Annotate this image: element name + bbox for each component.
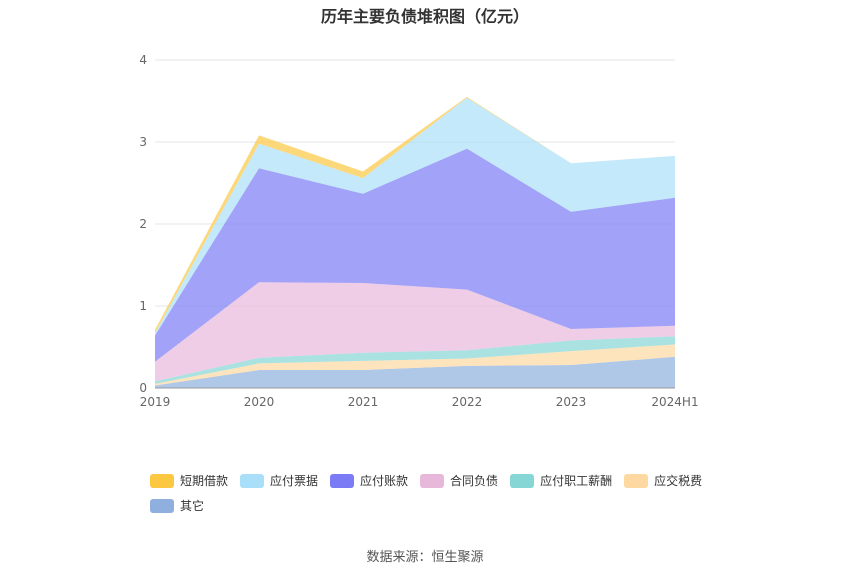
y-tick-label: 1 xyxy=(139,299,147,313)
legend-label: 其它 xyxy=(180,499,205,513)
y-tick-label: 2 xyxy=(139,217,147,231)
axes: 0 1 2 3 4 2019 2020 2021 2022 2023 2024H1 xyxy=(139,53,698,409)
x-tick-label: 2020 xyxy=(244,395,275,409)
x-tick-label: 2023 xyxy=(556,395,587,409)
legend-item[interactable]: 应付账款 xyxy=(330,472,408,489)
y-tick-label: 3 xyxy=(139,135,147,149)
area-series-合同负债 xyxy=(155,282,675,382)
legend-swatch xyxy=(240,473,265,488)
legend-label: 应付账款 xyxy=(360,474,409,488)
legend-item[interactable]: 其它 xyxy=(150,497,204,514)
legend-swatch xyxy=(150,498,174,513)
y-tick-label: 0 xyxy=(139,381,147,395)
area-series-应付账款 xyxy=(155,148,675,362)
legend-label: 应付职工薪酬 xyxy=(540,474,613,488)
x-tick-label: 2022 xyxy=(452,395,483,409)
legend-item[interactable]: 应交税费 xyxy=(624,472,702,489)
source-note: 数据来源：恒生聚源 xyxy=(366,550,484,565)
chart-plot: 0 1 2 3 4 2019 2020 2021 2022 2023 2024H1 xyxy=(139,53,698,409)
area-series-应付职工薪酬 xyxy=(155,336,675,384)
x-tick-label: 2019 xyxy=(140,395,171,409)
x-tick-label: 2021 xyxy=(348,395,379,409)
area-series-应付票据 xyxy=(155,97,675,336)
legend-swatch xyxy=(510,473,535,488)
legend-item[interactable]: 应付票据 xyxy=(240,472,318,489)
legend-swatch xyxy=(150,473,174,488)
area-series-其它 xyxy=(155,356,675,388)
stacked-areas xyxy=(155,96,675,388)
legend-item[interactable]: 短期借款 xyxy=(150,472,228,489)
y-tick-label: 4 xyxy=(139,53,147,67)
legend-swatch xyxy=(624,473,649,488)
area-series-应交税费 xyxy=(155,344,675,386)
x-tick-label: 2024H1 xyxy=(651,395,698,409)
legend-label: 短期借款 xyxy=(180,474,229,488)
legend-swatch xyxy=(330,473,355,488)
legend-label: 合同负债 xyxy=(450,474,499,488)
chart-title: 历年主要负债堆积图（亿元） xyxy=(320,7,529,26)
legend-item[interactable]: 应付职工薪酬 xyxy=(510,472,612,489)
legend: 短期借款 应付票据 应付账款 合同负债 应付职工薪酬 应交税费其它 xyxy=(150,472,730,522)
legend-swatch xyxy=(420,473,445,488)
legend-item[interactable]: 合同负债 xyxy=(420,472,498,489)
legend-label: 应交税费 xyxy=(654,474,703,488)
legend-label: 应付票据 xyxy=(270,474,319,488)
